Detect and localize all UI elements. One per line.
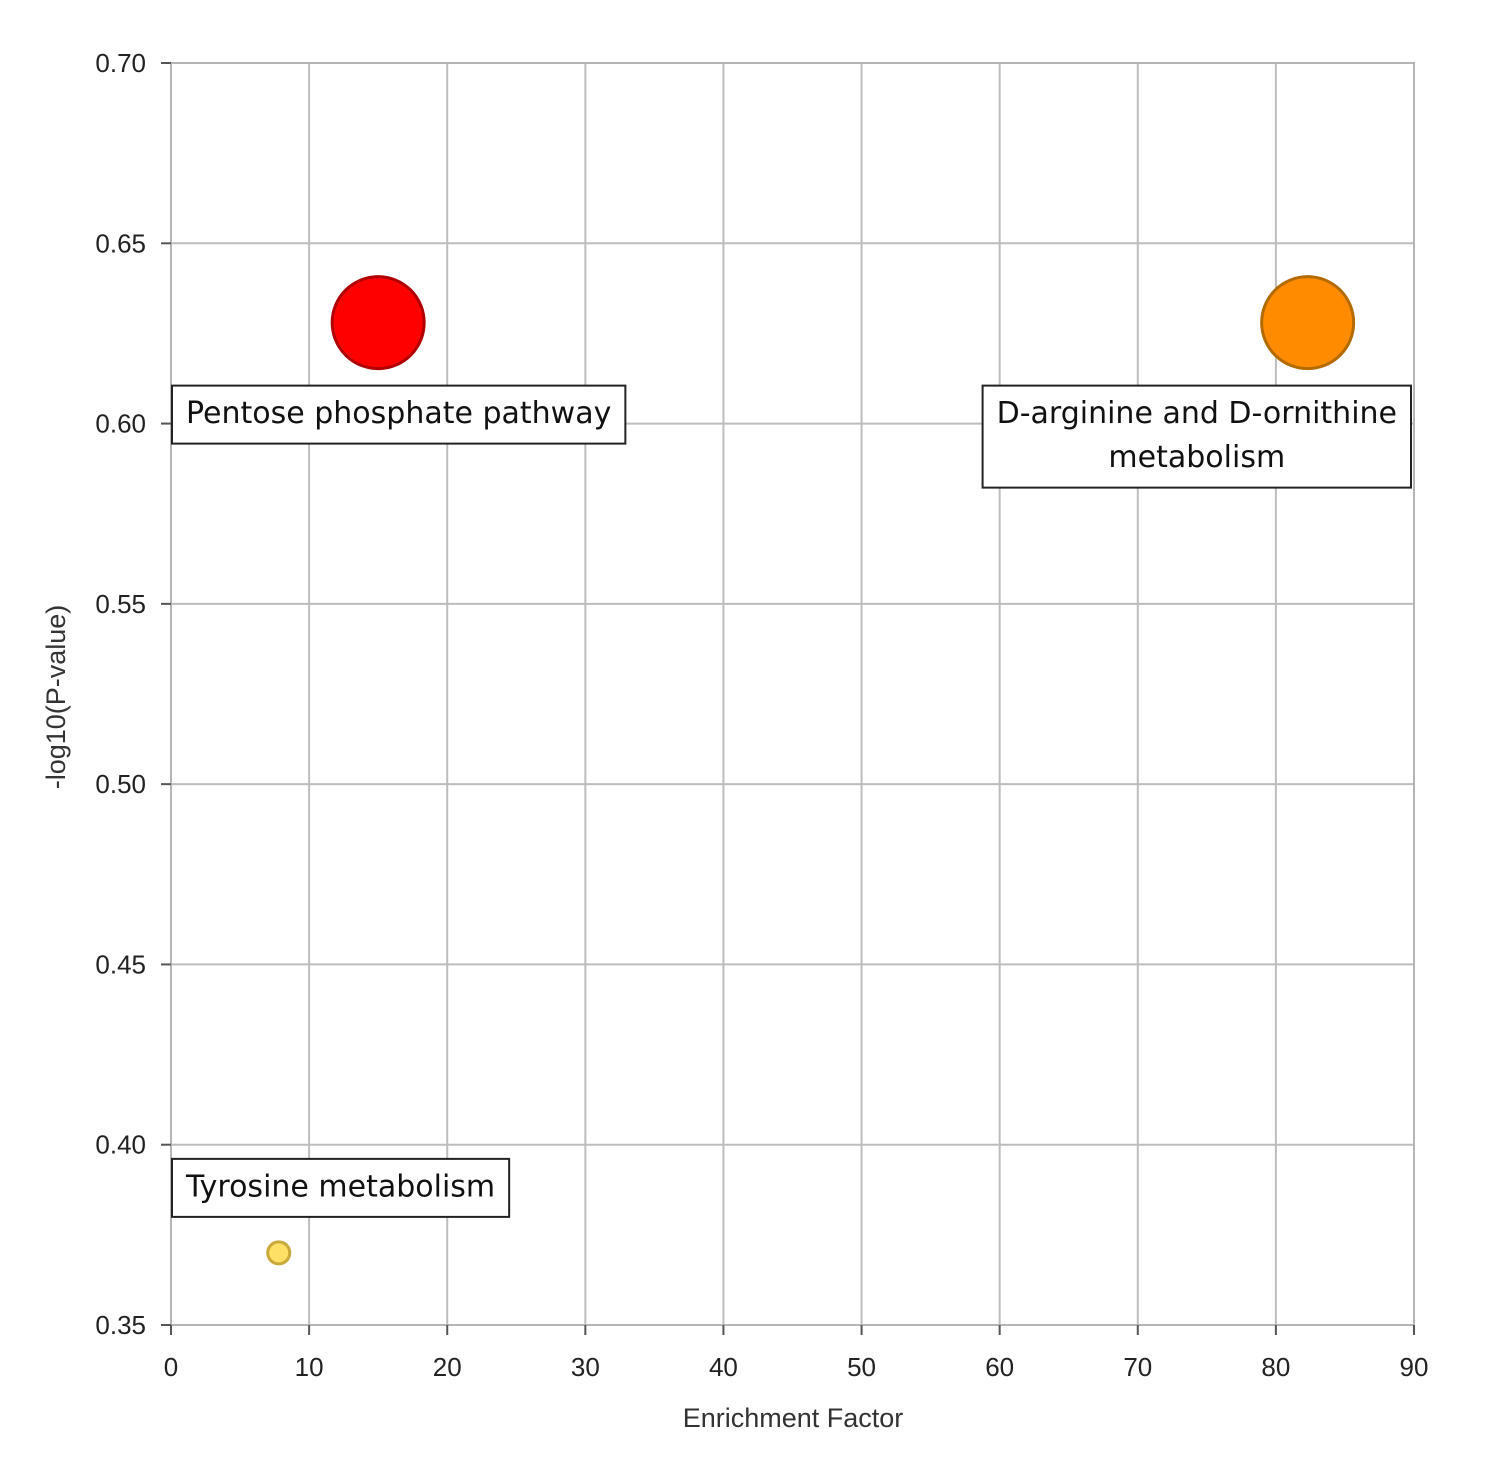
- point-label: D-arginine and D-ornithine metabolism: [981, 384, 1412, 489]
- y-tick-label: 0.45: [95, 949, 146, 979]
- bubble-point: [266, 1240, 292, 1266]
- bubble-point: [1260, 275, 1356, 371]
- x-tick-label: 20: [433, 1352, 462, 1382]
- grid: [170, 62, 1415, 1326]
- x-tick-label: 70: [1123, 1352, 1152, 1382]
- y-tick-label: 0.35: [95, 1310, 146, 1340]
- x-tick-label: 90: [1400, 1352, 1429, 1382]
- y-tick-label: 0.70: [95, 48, 146, 78]
- point-label: Pentose phosphate pathway: [171, 384, 627, 445]
- plot-frame: [170, 62, 1415, 1326]
- x-tick-label: 10: [295, 1352, 324, 1382]
- y-tick-label: 0.60: [95, 409, 146, 439]
- point-label-box: [981, 384, 1412, 489]
- axis-ticks: 0 10 20 30 40 50 60 70 80 90 0.35 0.40 0.45 0.50 0.55 0…: [95, 48, 1428, 1382]
- point-label-box: [171, 1157, 511, 1218]
- y-axis-title: -log10(P-value): [41, 605, 71, 790]
- point-labels: Pentose phosphate pathway D-arginine and …: [171, 384, 1412, 1218]
- bubbles: [266, 275, 1356, 1266]
- point-label-text: D-arginine and D-ornithine: [997, 396, 1397, 431]
- y-tick-label: 0.50: [95, 769, 146, 799]
- x-axis-title: Enrichment Factor: [683, 1403, 904, 1433]
- point-label-text: metabolism: [1108, 440, 1285, 475]
- x-tick-label: 0: [164, 1352, 178, 1382]
- bubble-point: [330, 275, 426, 371]
- point-label: Tyrosine metabolism: [171, 1157, 511, 1218]
- x-tick-label: 50: [847, 1352, 876, 1382]
- point-label-text: Pentose phosphate pathway: [186, 396, 611, 431]
- x-tick-label: 60: [985, 1352, 1014, 1382]
- y-tick-label: 0.55: [95, 589, 146, 619]
- x-tick-label: 40: [709, 1352, 738, 1382]
- y-tick-label: 0.65: [95, 228, 146, 258]
- x-tick-label: 30: [571, 1352, 600, 1382]
- y-tick-label: 0.40: [95, 1130, 146, 1160]
- point-label-text: Tyrosine metabolism: [185, 1169, 495, 1204]
- point-label-box: [171, 384, 627, 445]
- x-tick-label: 80: [1261, 1352, 1290, 1382]
